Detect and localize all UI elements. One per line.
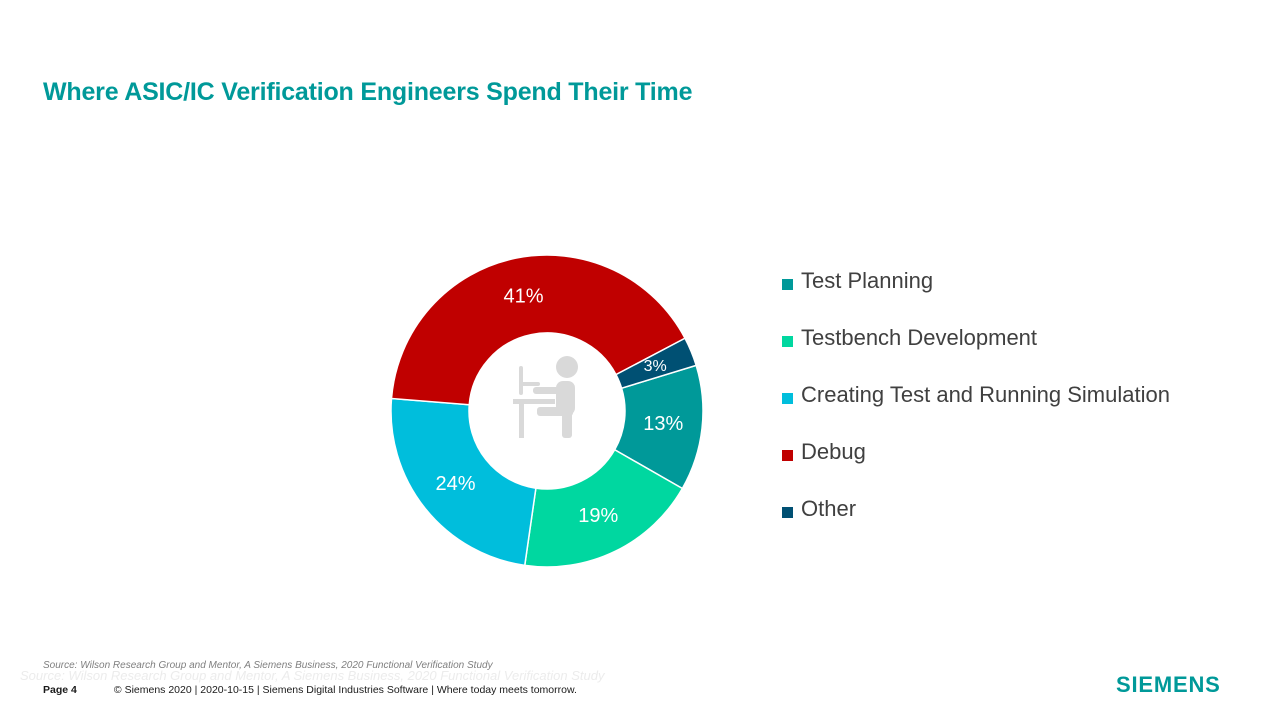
legend-item-other: Other xyxy=(782,496,1170,553)
footer-copyright: © Siemens 2020 | 2020-10-15 | Siemens Di… xyxy=(113,684,577,696)
legend-swatch xyxy=(782,507,793,518)
donut-slice-creating-test-and-running-simulation xyxy=(390,397,537,567)
legend-swatch xyxy=(782,393,793,404)
legend-item-creating-test-and-running-simulation: Creating Test and Running Simulation xyxy=(782,382,1170,439)
slide-title: Where ASIC/IC Verification Engineers Spe… xyxy=(43,78,693,106)
legend-swatch xyxy=(782,336,793,347)
legend-label: Creating Test and Running Simulation xyxy=(801,382,1170,407)
chart-legend: Test Planning Testbench Development Creati… xyxy=(782,268,1170,553)
page-number: Page 4 xyxy=(43,684,77,696)
donut-slice-testbench-development xyxy=(523,448,684,568)
source-note: Source: Wilson Research Group and Mentor… xyxy=(43,660,493,671)
data-label-testbench-development: 19% xyxy=(578,505,618,527)
legend-item-testbench-development: Testbench Development xyxy=(782,325,1170,382)
person-at-computer-icon xyxy=(513,356,578,438)
legend-label: Debug xyxy=(801,439,866,464)
donut-chart: 13% 19% 24% 41% 3% xyxy=(390,254,704,568)
legend-item-debug: Debug xyxy=(782,439,1170,496)
legend-label: Test Planning xyxy=(801,268,934,293)
donut-slice-debug xyxy=(390,254,687,406)
legend-swatch xyxy=(782,450,793,461)
legend-item-test-planning: Test Planning xyxy=(782,268,1170,325)
footer: Page 4 © Siemens 2020 | 2020-10-15 | Sie… xyxy=(43,684,577,696)
data-label-other: 3% xyxy=(644,358,667,375)
legend-label: Other xyxy=(801,496,857,521)
source-note-shadow: Source: Wilson Research Group and Mentor… xyxy=(20,668,605,683)
data-label-debug: 41% xyxy=(503,285,543,307)
data-label-test-planning: 13% xyxy=(643,413,683,435)
legend-label: Testbench Development xyxy=(801,325,1038,350)
legend-swatch xyxy=(782,279,793,290)
donut-slice-other xyxy=(614,337,698,390)
data-label-creating-test-and-running-simulation: 24% xyxy=(436,473,476,495)
siemens-logo: SIEMENS xyxy=(1116,672,1221,697)
